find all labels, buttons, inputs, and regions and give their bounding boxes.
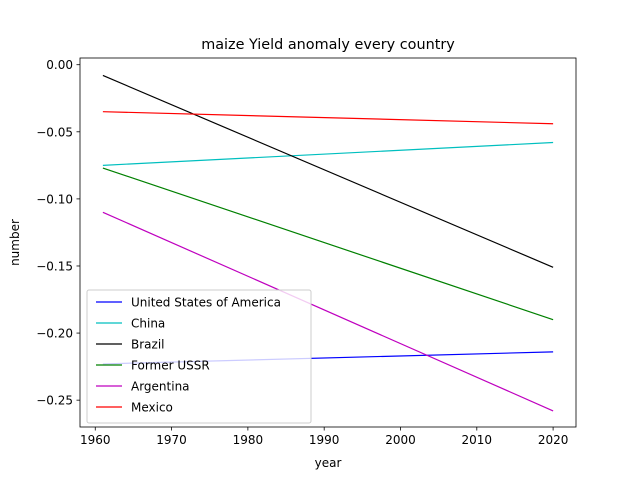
y-tick-label: −0.15	[36, 259, 73, 273]
y-tick-label: −0.25	[36, 394, 73, 408]
y-tick-label: −0.10	[36, 192, 73, 206]
x-tick-label: 1960	[80, 433, 111, 447]
x-tick-label: 2000	[385, 433, 416, 447]
legend-label: Brazil	[131, 338, 165, 352]
series-line-former-ussr	[102, 167, 554, 321]
x-axis-title: year	[315, 456, 342, 470]
plot-area-frame	[79, 57, 577, 428]
legend-label: Former USSR	[131, 359, 210, 373]
x-tick-label: 1990	[309, 433, 340, 447]
legend-frame	[86, 289, 312, 424]
x-tick-label: 1980	[233, 433, 264, 447]
y-tick-label: −0.05	[36, 125, 73, 139]
legend-label: United States of America	[131, 296, 281, 310]
chart-title: maize Yield anomaly every country	[201, 37, 455, 53]
legend: United States of America China Brazil Forme…	[86, 289, 312, 424]
y-tick-label: −0.20	[36, 327, 73, 341]
series-line-argentina	[102, 211, 554, 412]
x-tick-label: 2020	[538, 433, 569, 447]
series-layer	[102, 74, 554, 412]
series-line-brazil	[102, 74, 554, 268]
x-axis: 1960 1970 1980 1990 2000 2010 2020	[80, 427, 568, 447]
legend-label: Mexico	[131, 401, 173, 415]
y-axis-title: number	[8, 219, 22, 266]
x-tick-label: 1970	[156, 433, 187, 447]
y-tick-label: 0.00	[46, 58, 73, 72]
series-line-mexico	[102, 111, 554, 125]
legend-label: Argentina	[131, 380, 190, 394]
legend-label: China	[131, 317, 165, 331]
y-axis: 0.00 −0.05 −0.10 −0.15 −0.20 −0.25	[36, 58, 80, 408]
x-tick-label: 2010	[462, 433, 493, 447]
series-line-china	[102, 141, 554, 166]
